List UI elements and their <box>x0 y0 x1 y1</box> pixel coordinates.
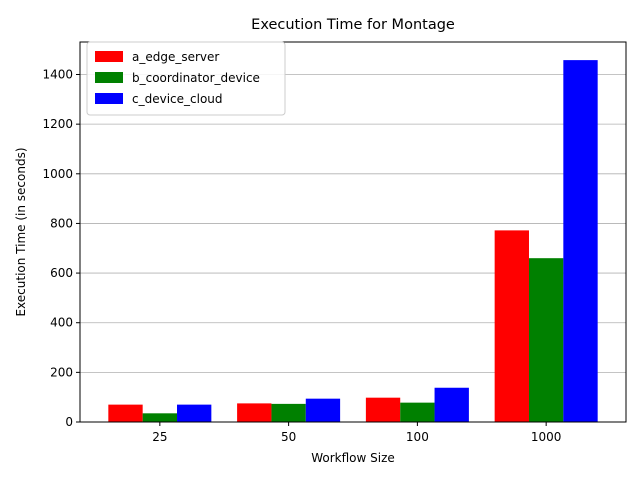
plot-frame <box>79 41 627 423</box>
legend-label-c_device_cloud: c_device_cloud <box>132 92 223 106</box>
bar-a_edge_server-100 <box>365 397 401 422</box>
chart-title: Execution Time for Montage <box>251 17 455 33</box>
bar-a_edge_server-50 <box>237 403 272 422</box>
x-axis-ticks: 25 50 100 1000 <box>152 422 561 444</box>
x-tick-label: 1000 <box>531 430 562 444</box>
legend-box <box>86 41 286 116</box>
x-tick-label: 25 <box>152 430 167 444</box>
bar-b_coordinator_device-100 <box>400 402 435 422</box>
bar-a_edge_server-25 <box>108 404 143 422</box>
bar-a_edge_server-1000 <box>494 230 529 422</box>
bars <box>108 60 598 423</box>
x-tick-label: 50 <box>281 430 296 444</box>
y-tick-label: 400 <box>50 316 73 330</box>
y-tick-label: 800 <box>50 216 73 230</box>
legend-swatch-a_edge_server <box>95 51 123 62</box>
bar-b_coordinator_device-25 <box>142 413 178 422</box>
bar-c_device_cloud-1000 <box>563 60 598 423</box>
bar-c_device_cloud-50 <box>305 398 341 422</box>
y-tick-label: 600 <box>50 266 73 280</box>
legend-label-a_edge_server: a_edge_server <box>132 50 219 64</box>
bar-c_device_cloud-100 <box>434 387 469 422</box>
y-tick-label: 1400 <box>42 68 73 82</box>
bar-b_coordinator_device-50 <box>271 403 306 422</box>
y-axis-ticks: 0 200 400 600 800 1000 1200 1400 <box>42 68 80 429</box>
y-axis-label: Execution Time (in seconds) <box>14 147 28 316</box>
legend-swatch-c_device_cloud <box>95 93 123 104</box>
legend: a_edge_server b_coordinator_device c_devic… <box>86 41 286 116</box>
y-tick-label: 1200 <box>42 117 73 131</box>
bar-c_device_cloud-25 <box>177 404 212 422</box>
legend-swatch-b_coordinator_device <box>95 72 123 83</box>
bar-b_coordinator_device-1000 <box>528 258 564 422</box>
x-tick-label: 100 <box>406 430 429 444</box>
y-tick-label: 1000 <box>42 167 73 181</box>
legend-label-b_coordinator_device: b_coordinator_device <box>132 71 260 85</box>
y-tick-label: 0 <box>65 415 73 429</box>
y-tick-label: 200 <box>50 365 73 379</box>
x-axis-label: Workflow Size <box>311 451 395 465</box>
